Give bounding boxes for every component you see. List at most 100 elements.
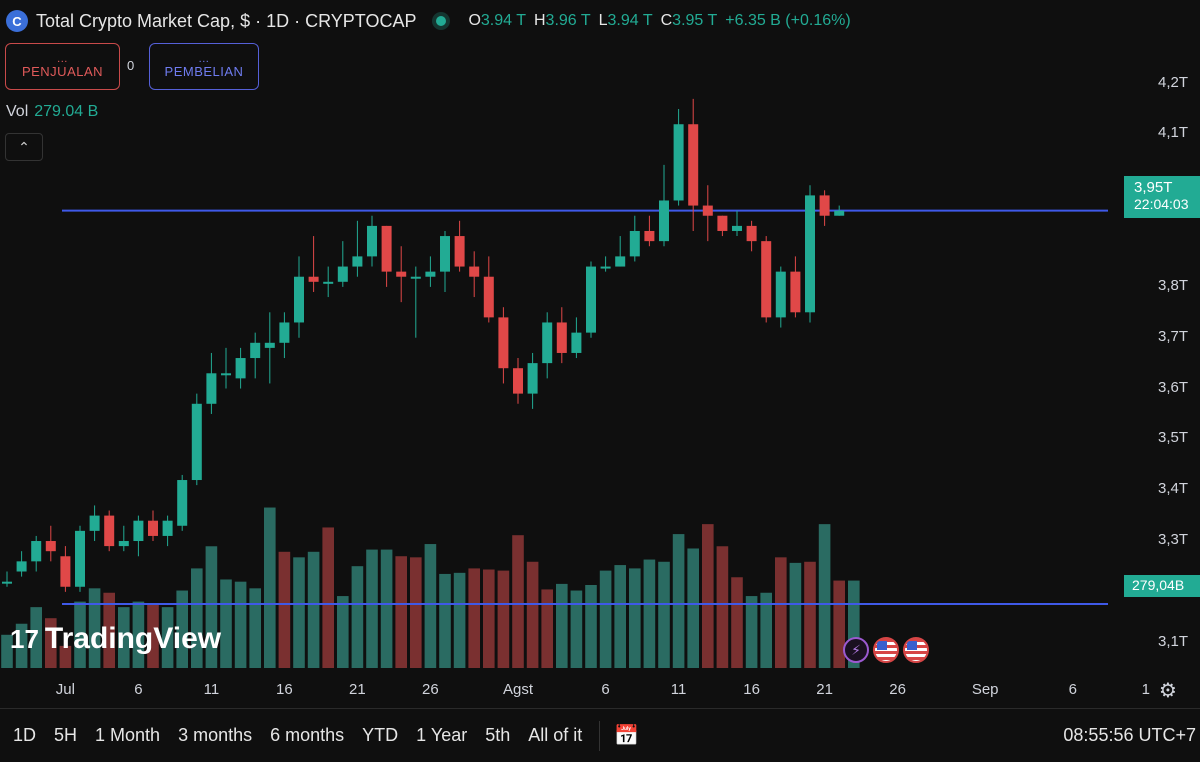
date-tick-label: 16	[743, 681, 760, 698]
us-flag-event-icon[interactable]	[873, 637, 899, 663]
volume-bar	[745, 596, 758, 668]
volume-bar	[366, 549, 378, 668]
candle-body	[2, 581, 12, 584]
clock-timezone[interactable]: 08:55:56 UTC+7	[1063, 725, 1196, 745]
lightning-event-icon[interactable]: ⚡	[843, 637, 869, 663]
range-ytd[interactable]: YTD	[362, 725, 399, 745]
price-tick-label: 3,4T	[1157, 480, 1188, 498]
candle-body	[221, 373, 231, 376]
candle-body	[410, 276, 421, 279]
candle-body	[513, 368, 523, 394]
current-price-value: 3,95T	[1134, 179, 1173, 196]
gear-icon[interactable]: ⚙	[1159, 680, 1177, 702]
candle-body	[16, 561, 27, 572]
volume-bar	[818, 524, 831, 668]
volume-bar	[74, 601, 86, 668]
candle-body	[673, 124, 684, 201]
volume-bar	[191, 568, 203, 668]
volume-bar	[760, 592, 772, 668]
collapse-legend-button[interactable]: ⌃	[5, 133, 43, 161]
candle-body	[746, 225, 757, 242]
range-1-year[interactable]: 1 Year	[416, 725, 468, 745]
volume-bar	[672, 534, 685, 668]
date-tick-label: 11	[670, 681, 687, 698]
date-tick-label: Jul	[55, 681, 75, 698]
candle-body	[440, 236, 450, 272]
candle-body	[367, 225, 377, 257]
volume-bar	[234, 581, 247, 668]
volume-bar	[833, 580, 845, 668]
candle-body	[279, 322, 290, 343]
range-6-months[interactable]: 6 months	[270, 725, 345, 745]
spread-value: 0	[127, 58, 135, 73]
price-tick-label: 3,3T	[1157, 531, 1188, 549]
buy-label: PEMBELIAN	[164, 64, 244, 79]
volume-bar	[103, 592, 115, 668]
volume-bar	[512, 535, 524, 668]
us-flag-event-icon[interactable]	[903, 637, 929, 663]
volume-bar	[293, 557, 305, 668]
candle-body	[352, 256, 363, 267]
candle-body	[235, 358, 246, 379]
candle-body	[45, 541, 56, 552]
range-all[interactable]: All of it	[528, 725, 583, 745]
volume-bar	[410, 557, 422, 668]
volume-bar	[716, 546, 729, 668]
change-value: +6.35 B (+0.16%)	[725, 12, 851, 29]
volume-bar	[643, 559, 656, 668]
range-1-month[interactable]: 1 Month	[95, 725, 161, 745]
volume-bar	[483, 569, 495, 668]
sell-button[interactable]: ... PENJUALAN	[5, 43, 120, 90]
range-5h[interactable]: 5H	[54, 725, 78, 745]
candle-body	[133, 520, 144, 542]
symbol-title[interactable]: Total Crypto Market Cap, $ · 1D · CRYPTO…	[36, 10, 417, 31]
bar-countdown: 22:04:03	[1134, 196, 1189, 212]
volume-bar	[322, 527, 334, 668]
volume-bar	[59, 645, 72, 668]
candle-body	[323, 281, 334, 284]
volume-legend[interactable]: Vol 279.04 B	[6, 103, 98, 121]
low-value: 3.94 T	[607, 12, 653, 29]
candle-body	[805, 195, 815, 313]
sell-price-placeholder: ...	[57, 53, 68, 65]
calendar-icon[interactable]: 📅	[614, 725, 640, 747]
volume-bar	[351, 566, 364, 668]
candle-body	[89, 515, 100, 531]
candle-body	[819, 195, 830, 216]
candle-body	[834, 210, 845, 216]
volume-bar	[453, 572, 466, 668]
date-tick-label: Sep	[971, 681, 999, 698]
date-tick-label: 21	[349, 681, 366, 698]
volume-bar	[570, 590, 583, 668]
sell-label: PENJUALAN	[21, 64, 104, 79]
buy-button[interactable]: ... PEMBELIAN	[149, 43, 259, 90]
candle-body	[60, 556, 71, 587]
current-price-tag: 3,95T 22:04:03	[1124, 176, 1200, 218]
date-tick-label: 26	[422, 681, 439, 698]
ohlc-legend: O3.94 T H3.96 T L3.94 T C3.95 T +6.35 B …	[468, 12, 850, 30]
volume-bar	[585, 585, 597, 668]
volume-bar	[205, 546, 218, 668]
candle-body	[775, 271, 786, 318]
volume-bar	[15, 623, 28, 668]
volume-value: 279.04 B	[34, 103, 99, 120]
range-1d[interactable]: 1D	[13, 725, 37, 745]
volume-bar	[380, 549, 393, 668]
candle-body	[702, 205, 713, 216]
tradingview-wordmark: TradingView	[44, 622, 222, 655]
low-key: L	[598, 12, 608, 29]
range-3-months[interactable]: 3 months	[178, 725, 253, 745]
price-tick-label: 3,7T	[1157, 327, 1188, 345]
volume-bar	[848, 580, 860, 668]
chart-header: C Total Crypto Market Cap, $ · 1D · CRYP…	[6, 8, 851, 34]
candle-body	[264, 342, 275, 348]
high-value: 3.96 T	[545, 12, 591, 29]
range-5th[interactable]: 5th	[485, 725, 511, 745]
volume-bar	[30, 607, 42, 668]
economic-events: ⚡	[843, 637, 929, 663]
volume-bar	[541, 589, 553, 668]
candle-body	[717, 215, 728, 231]
candle-body	[206, 373, 217, 404]
date-tick-label: 21	[816, 681, 833, 698]
